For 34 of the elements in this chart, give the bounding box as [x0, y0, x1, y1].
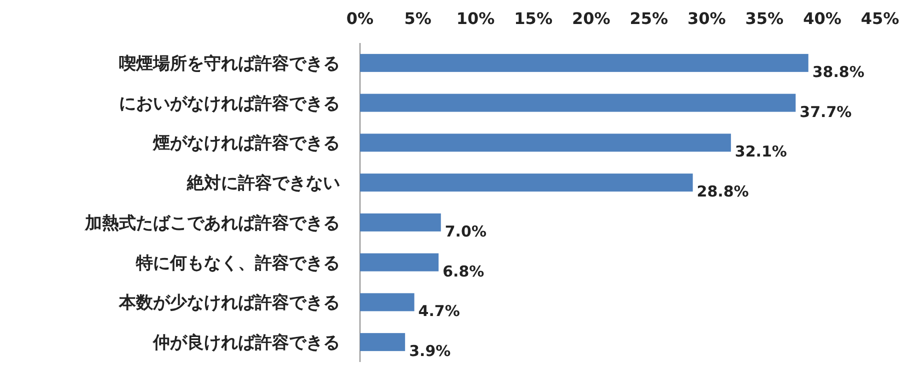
- data-label: 28.8%: [696, 182, 749, 201]
- bar: [360, 213, 441, 232]
- bar: [360, 333, 406, 352]
- bar: [360, 174, 693, 192]
- y-tick-label: においがなければ許容できる: [119, 94, 340, 114]
- x-tick-label: 45%: [860, 9, 900, 28]
- bar: [360, 134, 731, 152]
- x-tick-label: 20%: [572, 9, 610, 28]
- x-tick-label: 30%: [688, 9, 726, 28]
- data-label: 6.8%: [442, 262, 484, 280]
- y-tick-label: 本数が少なければ許容できる: [118, 293, 340, 314]
- data-label: 37.7%: [800, 102, 852, 121]
- data-label: 7.0%: [444, 222, 486, 240]
- bar: [360, 293, 414, 312]
- y-tick-label: 仲が良ければ許容できる: [152, 333, 340, 354]
- bar: [360, 54, 808, 72]
- x-tick-label: 5%: [404, 9, 432, 28]
- y-tick-label: 喫煙場所を守れば許容できる: [119, 54, 340, 74]
- data-label: 38.8%: [812, 62, 864, 81]
- data-label: 3.9%: [409, 342, 451, 360]
- bar: [360, 94, 796, 112]
- y-tick-label: 煙がなければ許容できる: [152, 134, 340, 154]
- x-tick-label: 15%: [514, 9, 552, 28]
- data-label: 32.1%: [734, 142, 787, 161]
- data-label: 4.7%: [418, 302, 460, 320]
- x-tick-label: 25%: [630, 9, 668, 28]
- x-tick-label: 35%: [745, 9, 784, 28]
- y-tick-label: 絶対に許容できない: [186, 174, 340, 194]
- x-tick-label: 0%: [346, 9, 374, 28]
- x-tick-label: 40%: [803, 9, 842, 28]
- bar: [360, 253, 439, 272]
- y-tick-label: 特に何もなく、許容できる: [135, 253, 340, 274]
- x-tick-label: 10%: [456, 9, 495, 28]
- y-tick-label: 加熱式たばこであれば許容できる: [84, 213, 340, 234]
